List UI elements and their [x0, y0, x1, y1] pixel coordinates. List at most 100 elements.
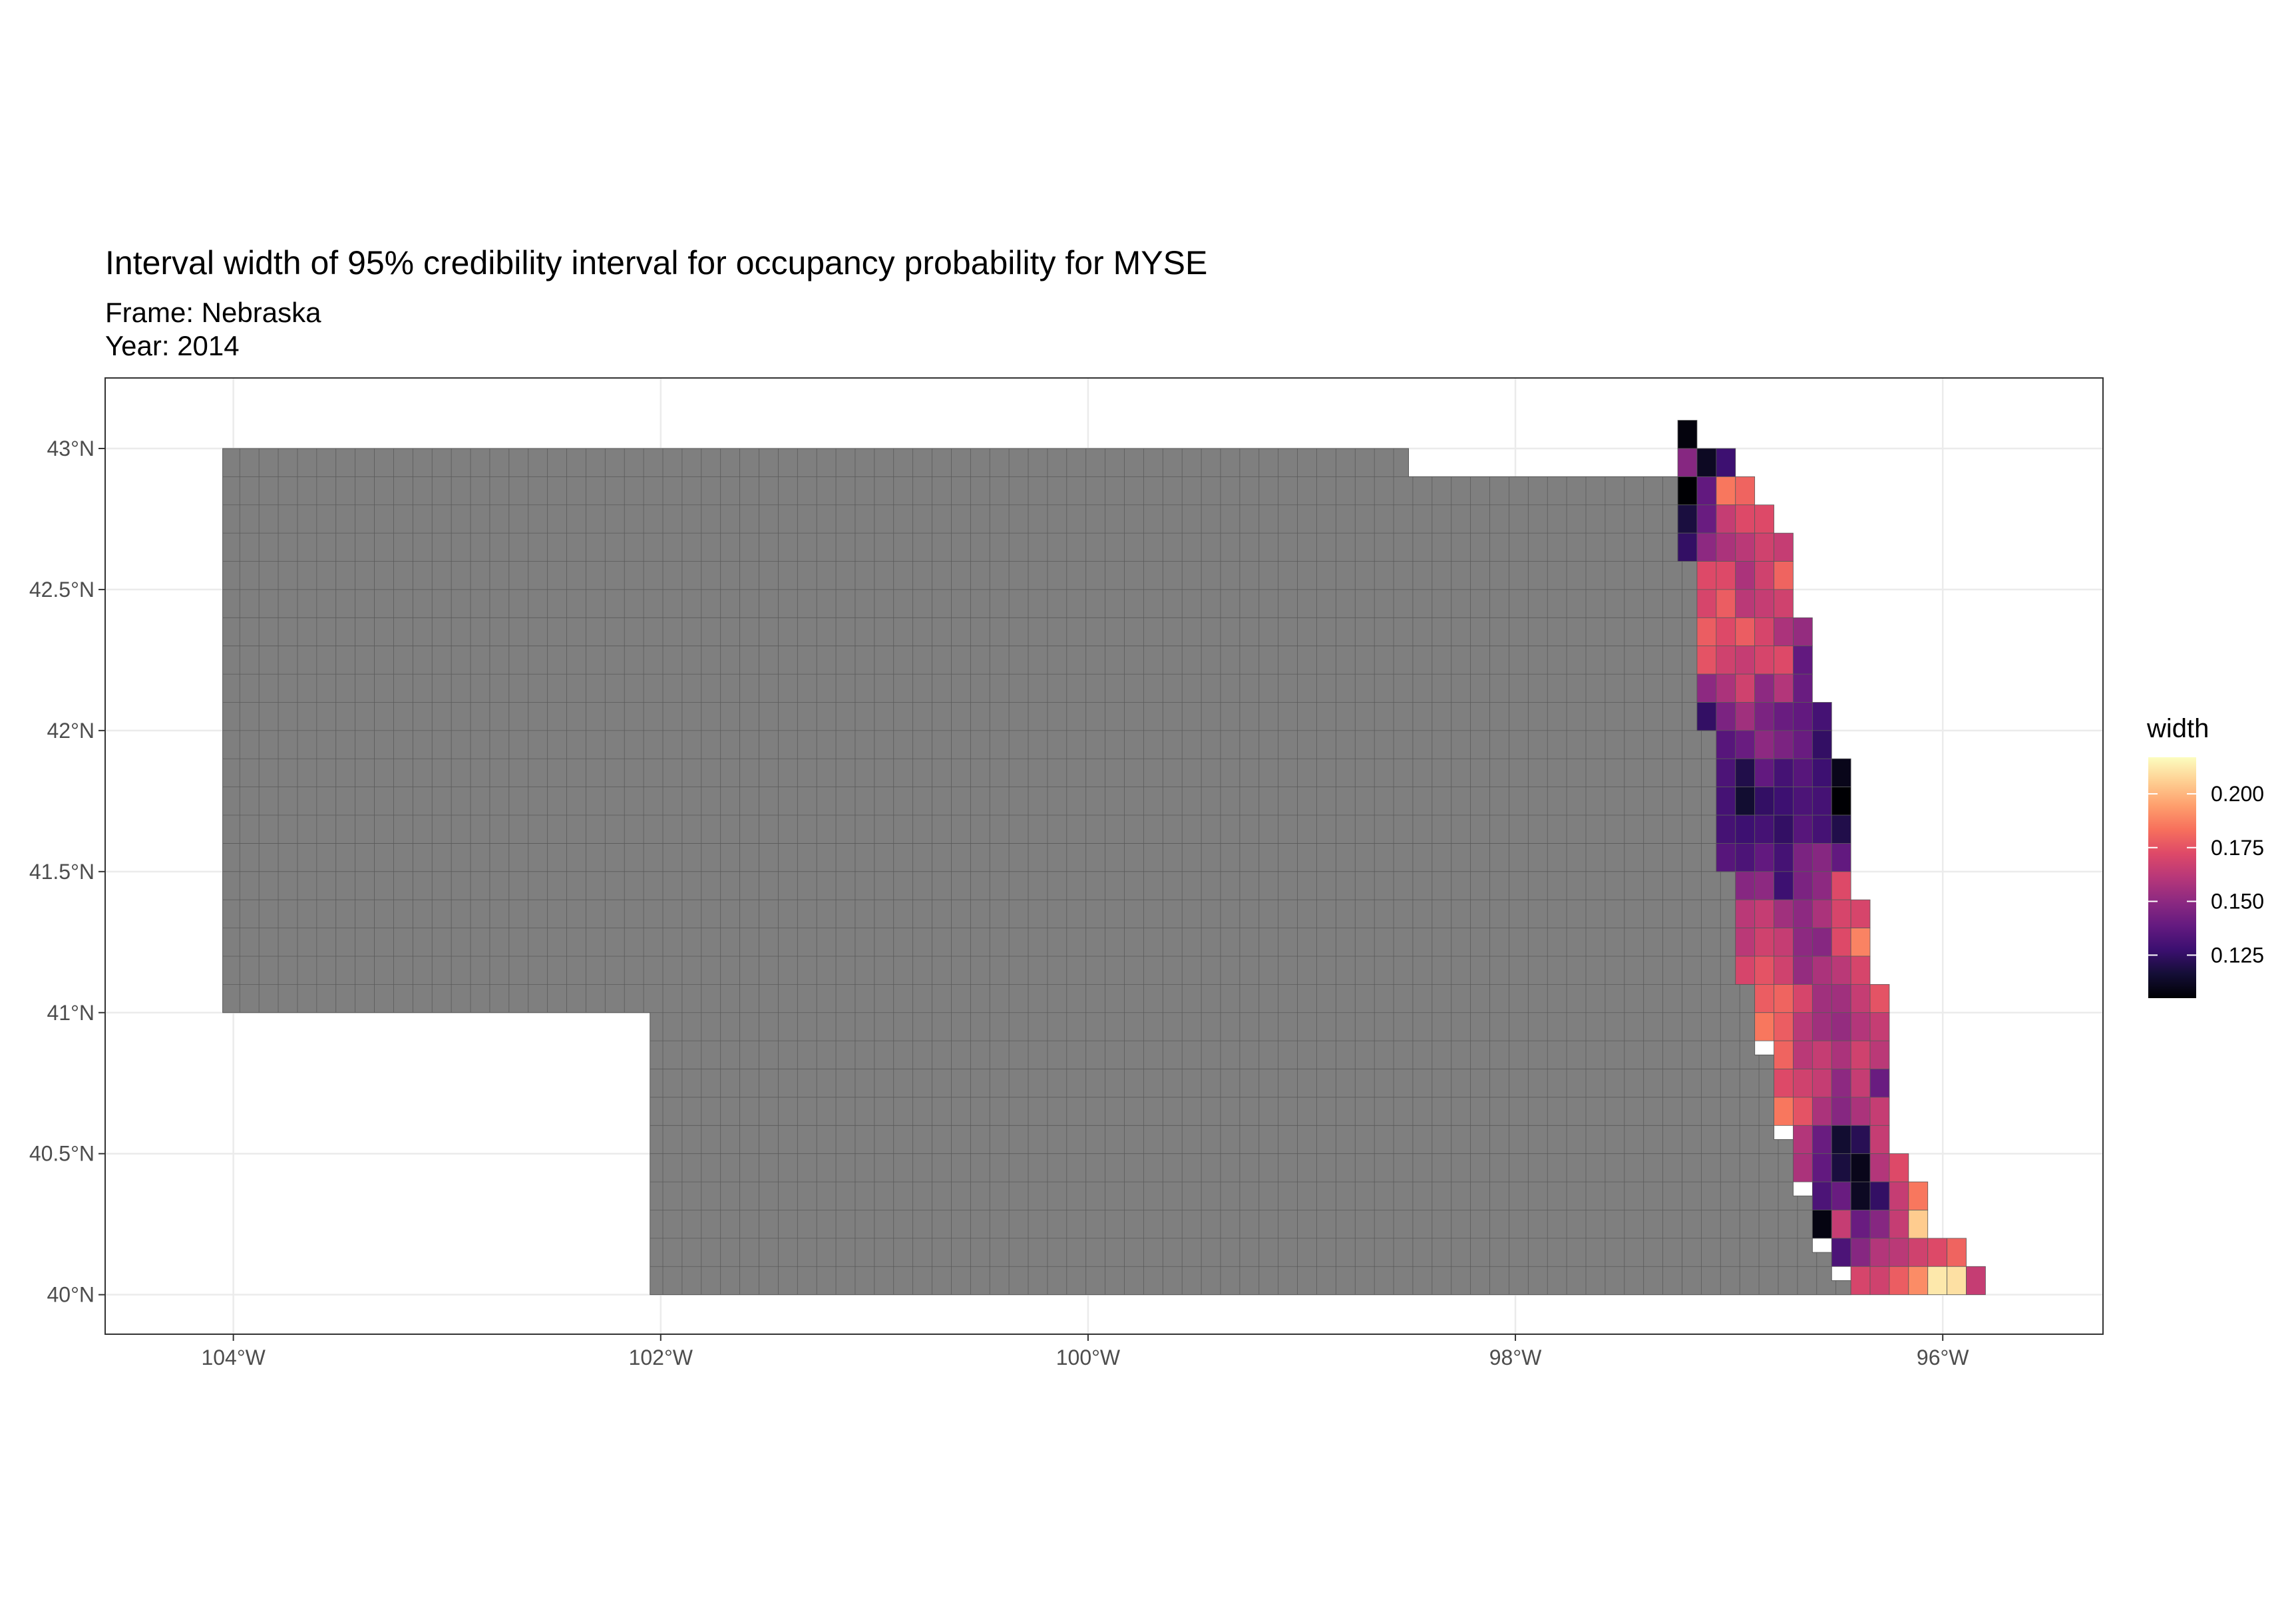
axes: 104°W 102°W 100°W 98°W 96°W 40°N 40.5°N 41°N 41.…	[29, 437, 1969, 1369]
data-cell	[1812, 702, 1832, 731]
legend-label: 0.125	[2211, 943, 2264, 967]
data-cell	[1774, 645, 1794, 675]
data-cell	[1793, 702, 1813, 731]
data-cell	[1754, 673, 1774, 703]
data-cell	[1696, 448, 1717, 477]
data-cell	[1889, 1181, 1909, 1210]
data-cell	[1927, 1238, 1948, 1267]
data-cell	[1716, 645, 1736, 675]
data-cell	[1774, 928, 1794, 957]
data-cell	[1735, 871, 1756, 900]
data-cell	[1850, 1181, 1871, 1210]
data-cell	[1793, 956, 1813, 985]
data-cell	[1774, 758, 1794, 788]
data-cell	[1793, 617, 1813, 647]
data-cell	[1774, 984, 1794, 1013]
legend-label: 0.150	[2211, 890, 2264, 914]
data-cell	[1927, 1266, 1948, 1296]
data-cell	[1754, 843, 1774, 872]
data-cell	[1869, 1238, 1890, 1267]
data-cell	[1869, 1210, 1890, 1239]
data-cell	[1754, 984, 1774, 1013]
data-cell	[1812, 1210, 1832, 1239]
data-cell	[1869, 1012, 1890, 1041]
data-cell	[1774, 1040, 1794, 1069]
data-cell	[1735, 956, 1756, 985]
data-cell	[1696, 617, 1717, 647]
legend-label: 0.200	[2211, 782, 2264, 806]
data-cell	[1754, 617, 1774, 647]
data-cell	[1889, 1238, 1909, 1267]
data-cell	[1754, 928, 1774, 957]
data-cell	[1812, 758, 1832, 788]
data-cell	[1850, 1266, 1871, 1296]
legend-title: width	[2146, 714, 2209, 743]
data-cell	[1696, 702, 1717, 731]
data-cell	[1774, 1069, 1794, 1098]
data-cell	[1754, 814, 1774, 844]
chart-title: Interval width of 95% credibility interv…	[105, 244, 1208, 281]
data-cell	[1831, 758, 1851, 788]
data-cell	[1793, 1097, 1813, 1126]
data-cell	[1774, 532, 1794, 562]
data-cell	[1735, 758, 1756, 788]
data-cell	[1831, 871, 1851, 900]
data-cell	[1831, 1210, 1851, 1239]
data-cell	[1812, 1153, 1832, 1182]
data-cell	[1735, 504, 1756, 534]
data-cell	[1850, 899, 1871, 928]
y-tick-label: 42°N	[47, 719, 95, 743]
data-cell	[1754, 787, 1774, 816]
data-cell	[1793, 1040, 1813, 1069]
data-cell	[1793, 843, 1813, 872]
x-tick-label: 100°W	[1056, 1346, 1121, 1369]
panel-border	[104, 377, 2104, 1335]
data-cell	[1812, 1125, 1832, 1155]
data-cell	[1812, 899, 1832, 928]
data-cell	[1850, 1210, 1871, 1239]
data-cell	[1812, 787, 1832, 816]
data-cell	[1831, 928, 1851, 957]
data-cell	[1831, 843, 1851, 872]
data-cell	[1850, 1040, 1871, 1069]
data-cell	[1869, 1040, 1890, 1069]
data-cell	[1812, 814, 1832, 844]
data-cell	[1716, 504, 1736, 534]
x-tick-label: 98°W	[1489, 1346, 1542, 1369]
data-cell	[1754, 532, 1774, 562]
data-cell	[1696, 504, 1717, 534]
y-tick-label: 40.5°N	[29, 1142, 95, 1166]
data-cell	[1774, 787, 1794, 816]
data-cell	[1716, 532, 1736, 562]
data-cell	[1774, 673, 1794, 703]
data-cell	[1831, 1238, 1851, 1267]
data-cell	[1869, 1125, 1890, 1155]
data-cell	[1774, 1012, 1794, 1041]
data-cell	[1908, 1266, 1929, 1296]
y-tick-label: 43°N	[47, 437, 95, 460]
data-cell	[1774, 871, 1794, 900]
data-cell	[1735, 814, 1756, 844]
data-cell	[1812, 1097, 1832, 1126]
data-cell	[1812, 871, 1832, 900]
data-cell	[1831, 984, 1851, 1013]
data-cell	[1889, 1153, 1909, 1182]
data-cell	[1869, 1069, 1890, 1098]
data-cell	[1677, 448, 1698, 477]
data-cell	[1735, 645, 1756, 675]
data-cell	[1754, 899, 1774, 928]
data-cell	[1735, 702, 1756, 731]
data-cell	[1677, 420, 1698, 449]
data-cell	[1793, 730, 1813, 759]
data-cell	[1677, 476, 1698, 506]
data-cell	[1793, 984, 1813, 1013]
data-cell	[1947, 1266, 1967, 1296]
data-cell	[1754, 758, 1774, 788]
data-cell	[1716, 476, 1736, 506]
data-cell	[1716, 448, 1736, 477]
data-cell	[1869, 984, 1890, 1013]
data-cell	[1793, 1125, 1813, 1155]
data-cell	[1716, 617, 1736, 647]
y-tick-label: 41°N	[47, 1001, 95, 1025]
data-cell	[1831, 787, 1851, 816]
